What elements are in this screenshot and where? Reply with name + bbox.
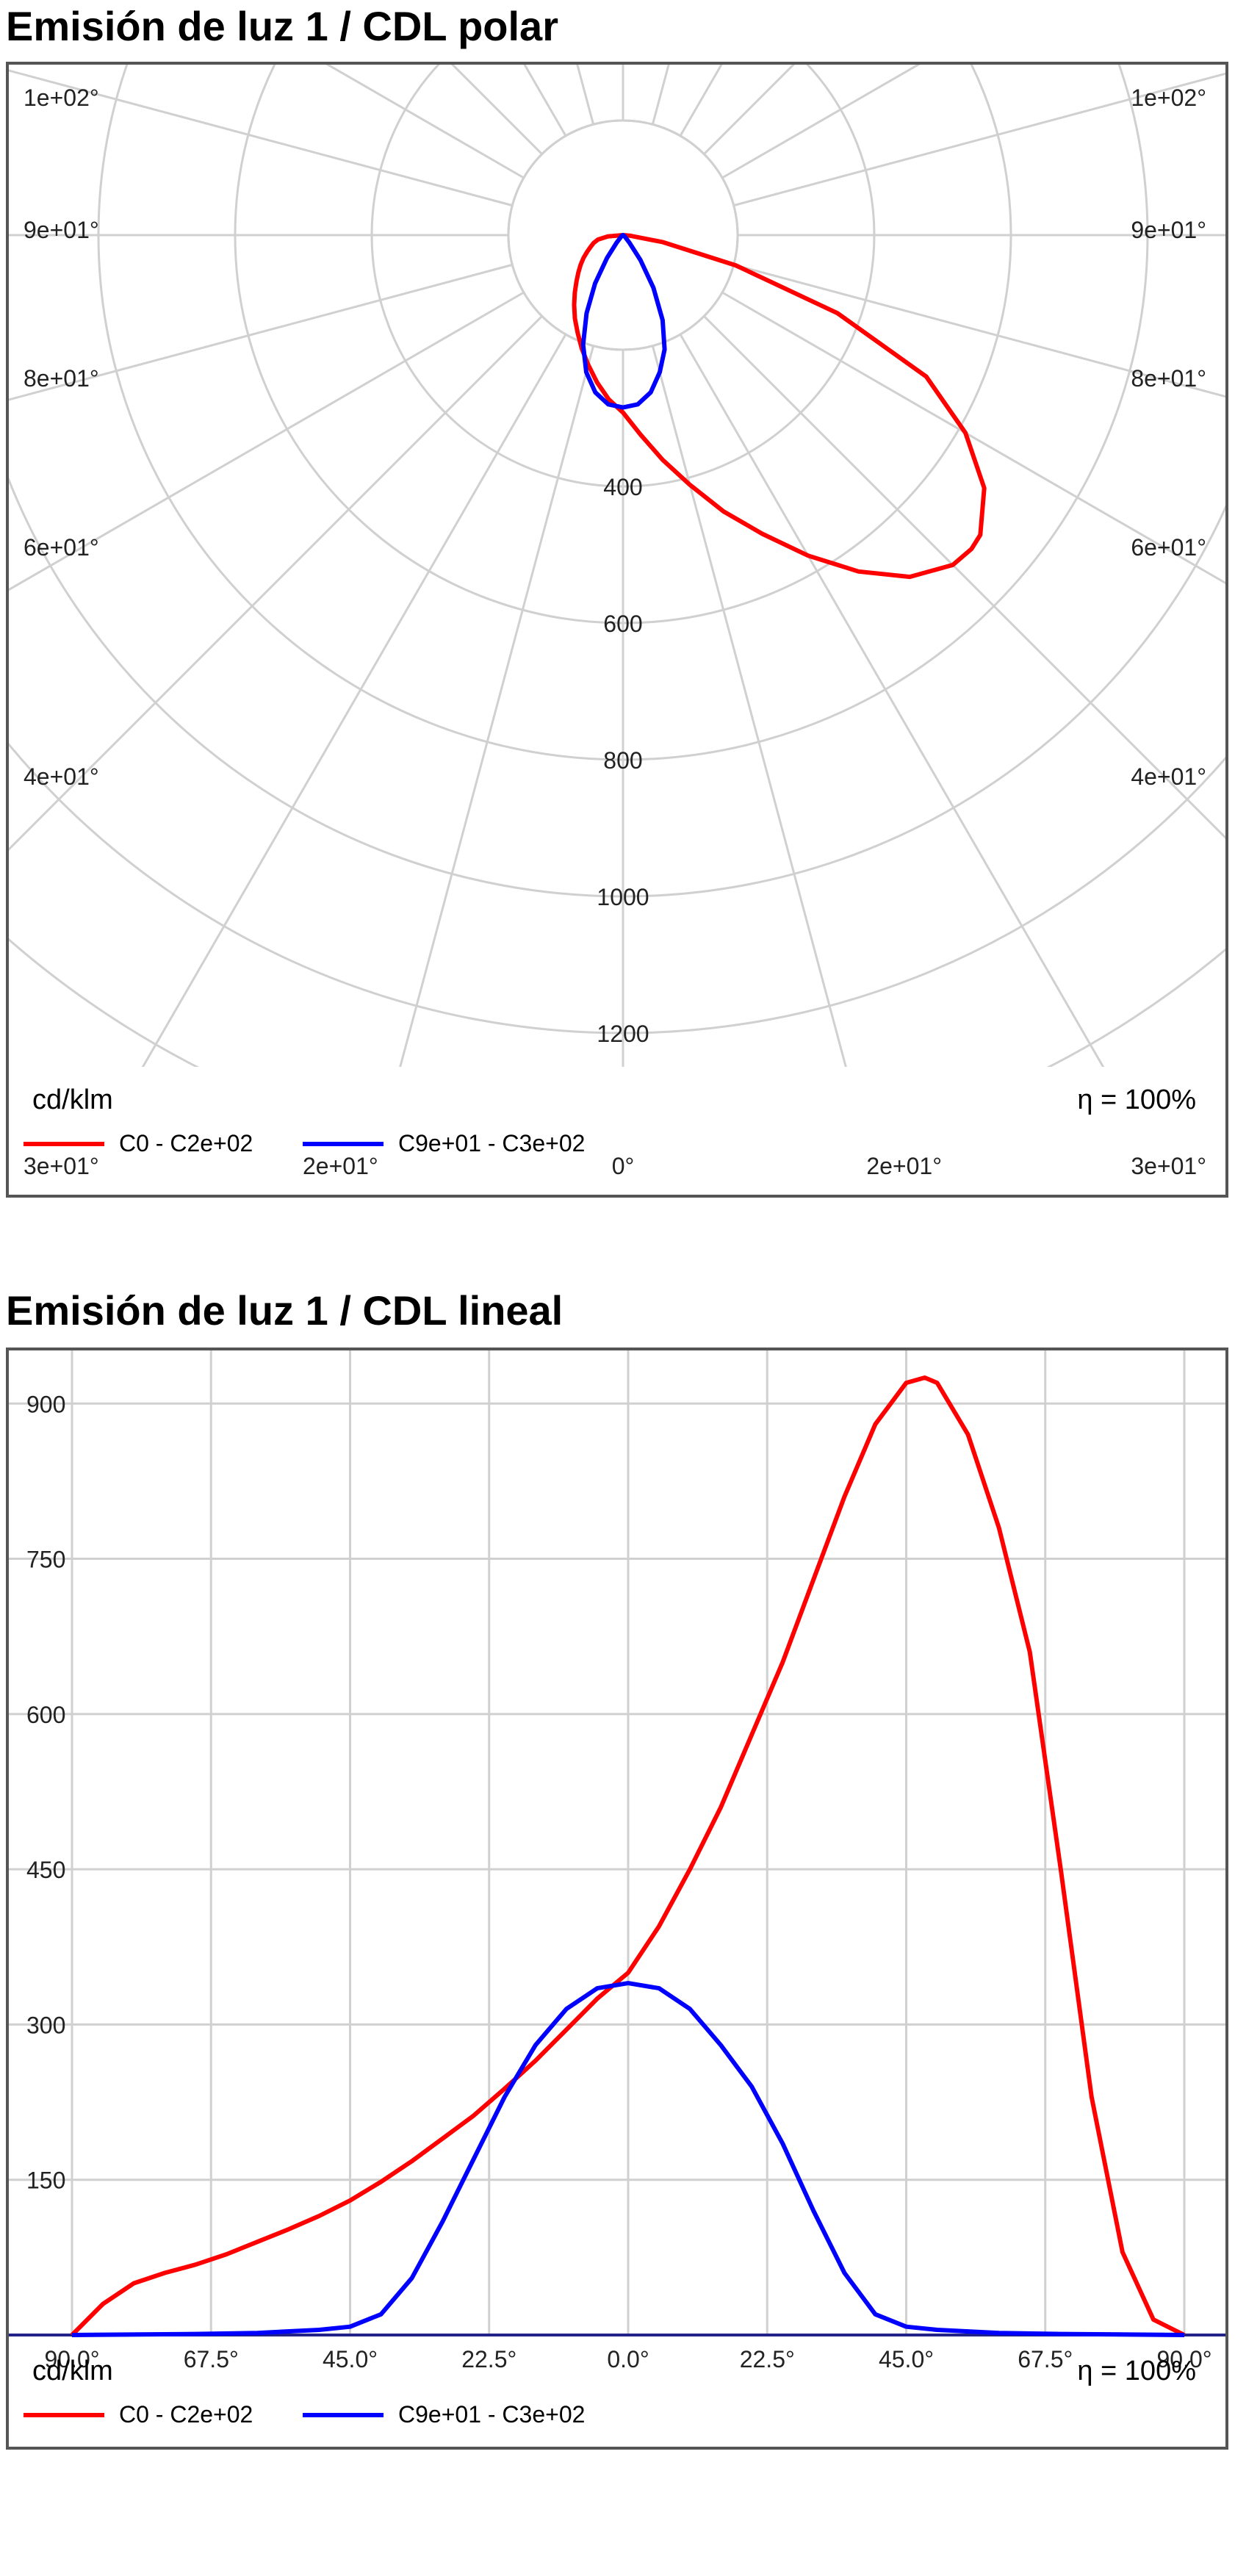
linear-y-tick-label: 600 — [26, 1702, 65, 1728]
polar-angle-label-right: 8e+01° — [1131, 365, 1206, 392]
polar-radial-tick-label: 1000 — [597, 884, 649, 910]
linear-x-tick-label: 0.0° — [607, 2346, 649, 2372]
polar-spoke — [651, 65, 670, 125]
polar-grid — [9, 65, 1225, 1067]
polar-legend-c90-swatch — [303, 1141, 384, 1146]
polar-angle-label-right: 6e+01° — [1131, 534, 1206, 561]
polar-series-c0-line — [572, 233, 987, 580]
linear-chart-title: Emisión de luz 1 / CDL lineal — [6, 1287, 564, 1334]
polar-spoke — [399, 345, 595, 1067]
polar-angle-label-left: 9e+01° — [24, 217, 99, 243]
polar-angle-label-left: 4e+01° — [24, 763, 99, 790]
linear-efficiency-label: η = 100% — [1077, 2356, 1196, 2386]
linear-legend-c0: C0 - C2e+02 — [24, 2401, 253, 2428]
polar-angle-label-left: 6e+01° — [24, 534, 99, 561]
linear-x-tick-label: 90.0° — [1156, 2346, 1211, 2372]
polar-chart-title: Emisión de luz 1 / CDL polar — [6, 3, 558, 49]
linear-plot-area: 90.0° 67.5° 45.0° 22.5° 0.0° 22.5° 45.0° 67.5° 9… — [9, 1350, 1225, 2372]
linear-legend-c90-label: C9e+01 - C3e+02 — [398, 2401, 586, 2428]
linear-series-c0-line — [70, 1375, 1186, 2337]
polar-legend-c0-label: C0 - C2e+02 — [119, 1130, 253, 1156]
polar-series-c90-line — [580, 233, 667, 410]
polar-radial-tick-label: 1200 — [597, 1021, 649, 1047]
linear-y-tick-label: 150 — [26, 2167, 65, 2194]
polar-angle-label-right: 4e+01° — [1131, 763, 1206, 790]
polar-spoke — [651, 345, 847, 1067]
polar-radial-tick-label: 800 — [603, 747, 642, 774]
polar-legend-c0-swatch — [24, 1141, 104, 1146]
linear-series-c90-line — [71, 1981, 1185, 2337]
polar-efficiency-label: η = 100% — [1077, 1084, 1196, 1115]
linear-x-tick-label: 45.0° — [323, 2346, 378, 2372]
polar-angle-label-left: 1e+02° — [24, 84, 99, 111]
polar-spoke — [703, 315, 1225, 840]
linear-x-tick-label: 90.0° — [44, 2346, 99, 2372]
linear-legend-c0-label: C0 - C2e+02 — [119, 2401, 253, 2428]
linear-legend-c90-swatch — [303, 2412, 384, 2417]
polar-angle-label-left: 8e+01° — [24, 365, 99, 392]
linear-x-tick-label: 22.5° — [740, 2346, 795, 2372]
polar-legend-c90: C9e+01 - C3e+02 — [303, 1130, 585, 1157]
polar-angle-label-right: 2e+01° — [866, 1153, 942, 1179]
linear-y-tick-label: 300 — [26, 2012, 65, 2038]
polar-angle-label-right: 1e+02° — [1131, 84, 1206, 111]
polar-spoke — [721, 65, 921, 179]
polar-spoke — [141, 334, 567, 1067]
polar-spoke — [733, 263, 1225, 398]
polar-spoke — [9, 291, 525, 591]
linear-x-tick-label: 67.5° — [1018, 2346, 1073, 2372]
polar-angle-label-right: 9e+01° — [1131, 217, 1206, 243]
polar-chart: 400 600 800 1000 1200 1e+02° 9e+01° 8e+01° 6e+01… — [6, 62, 1228, 1198]
polar-spoke — [576, 65, 595, 125]
polar-legend-c90-label: C9e+01 - C3e+02 — [398, 1130, 586, 1156]
linear-y-tick-label: 450 — [26, 1857, 65, 1883]
linear-x-tick-label: 22.5° — [461, 2346, 516, 2372]
polar-spoke — [679, 334, 1105, 1067]
polar-angle-label-right: 3e+01° — [1131, 1153, 1206, 1179]
polar-radial-tick-label: 400 — [603, 474, 642, 500]
polar-radial-tick-label: 600 — [603, 611, 642, 637]
linear-unit-label: cd/klm — [32, 2356, 113, 2386]
polar-spoke — [721, 291, 1225, 585]
polar-angle-label-left: 3e+01° — [24, 1153, 99, 1179]
linear-y-tick-label: 750 — [26, 1547, 65, 1573]
polar-angle-label-center: 0° — [612, 1153, 635, 1179]
polar-spoke — [9, 315, 543, 852]
polar-plot-area: 400 600 800 1000 1200 1e+02° 9e+01° 8e+01° 6e+01… — [9, 65, 1225, 1179]
linear-legend-c0-swatch — [24, 2412, 104, 2417]
linear-x-tick-label: 67.5° — [184, 2346, 239, 2372]
linear-x-tick-label: 45.0° — [879, 2346, 934, 2372]
polar-legend-c0: C0 - C2e+02 — [24, 1130, 253, 1157]
polar-unit-label: cd/klm — [32, 1084, 113, 1115]
linear-legend-c90: C9e+01 - C3e+02 — [303, 2401, 585, 2428]
polar-angle-label-left: 2e+01° — [303, 1153, 378, 1179]
linear-y-tick-label: 900 — [26, 1391, 65, 1417]
polar-spoke — [733, 72, 1225, 207]
polar-spoke — [9, 263, 513, 401]
linear-chart: 90.0° 67.5° 45.0° 22.5° 0.0° 22.5° 45.0° 67.5° 9… — [6, 1348, 1228, 2450]
polar-spoke — [9, 69, 513, 207]
